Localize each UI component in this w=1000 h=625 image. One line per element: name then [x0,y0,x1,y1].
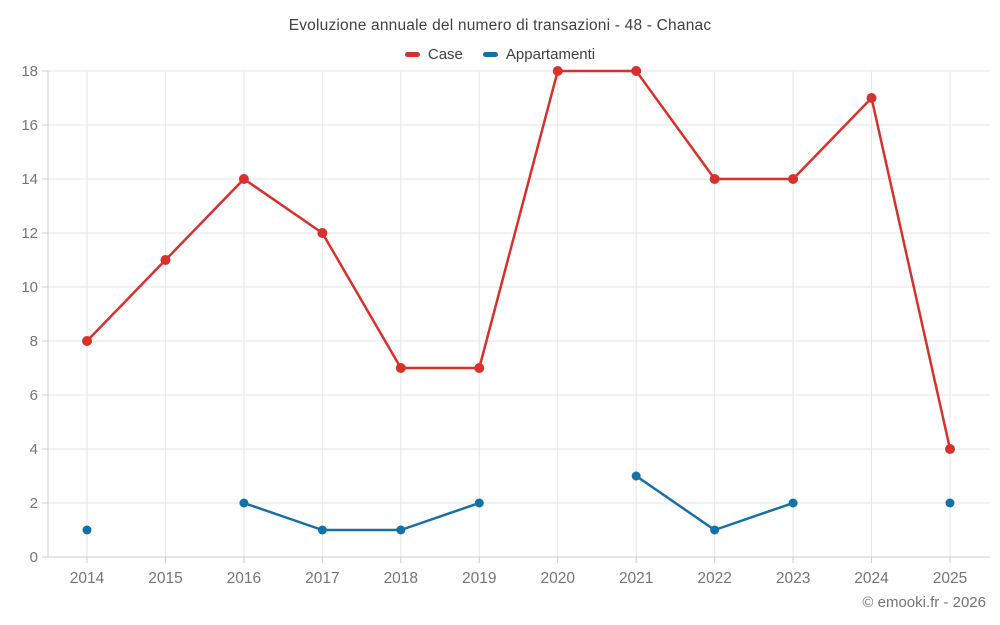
svg-text:2022: 2022 [697,570,731,587]
legend-label-case: Case [427,46,463,63]
data-point-case-2018 [395,363,406,373]
data-point-appartamenti-2022 [710,525,720,535]
x-axis-labels: 2014 2015 2016 2017 2018 2019 2020 2021 2022 2023… [70,570,967,587]
chart-legend: Case Appartamenti [0,46,1000,63]
svg-text:2021: 2021 [619,570,653,587]
y-axis-labels: 0 2 4 6 8 10 12 14 16 18 [21,63,38,566]
data-point-appartamenti-2018 [396,525,406,535]
svg-text:2016: 2016 [227,570,261,587]
series-case-points [82,66,955,454]
data-point-case-2020 [552,66,563,76]
data-point-case-2022 [709,174,720,184]
chart-title: Evoluzione annuale del numero di transaz… [288,17,712,34]
data-point-appartamenti-2014 [82,525,92,535]
svg-text:16: 16 [21,117,38,134]
data-point-appartamenti-2017 [317,525,327,535]
svg-text:2023: 2023 [776,570,810,587]
legend-item-case[interactable]: Case [404,46,463,63]
x-gridlines [86,71,951,557]
svg-text:6: 6 [30,387,38,404]
data-point-case-2024 [866,93,877,103]
copyright-footer: © emooki.fr - 2026 [862,594,986,611]
legend-item-appartamenti[interactable]: Appartamenti [482,46,596,63]
data-point-case-2019 [474,363,485,373]
axes [42,70,990,563]
case-legend-marker-icon [404,52,420,57]
data-point-appartamenti-2019 [474,498,484,508]
series-appartamenti-points [82,471,955,535]
data-point-case-2017 [317,228,328,238]
svg-text:2019: 2019 [462,570,496,587]
data-point-case-2025 [945,444,955,454]
data-point-appartamenti-2016 [239,498,249,508]
svg-text:2017: 2017 [305,570,339,587]
svg-text:2014: 2014 [70,570,105,587]
data-point-appartamenti-2023 [788,498,798,508]
series-case-line [85,69,952,451]
svg-text:12: 12 [21,225,38,242]
data-point-appartamenti-2021 [631,471,641,481]
legend-label-appartamenti: Appartamenti [505,46,596,63]
data-point-case-2014 [82,336,92,346]
svg-text:8: 8 [30,333,38,350]
data-point-case-2021 [631,66,642,76]
data-point-appartamenti-2025 [945,498,955,508]
data-point-case-2015 [160,255,171,265]
data-point-case-2023 [788,174,799,184]
svg-text:2020: 2020 [540,570,575,587]
data-point-case-2016 [238,174,249,184]
svg-text:18: 18 [21,63,38,80]
svg-text:2015: 2015 [148,570,182,587]
svg-text:2024: 2024 [854,570,889,587]
svg-text:2018: 2018 [384,570,418,587]
svg-text:4: 4 [30,441,38,458]
svg-text:2: 2 [30,495,38,512]
svg-text:10: 10 [21,279,38,296]
appartamenti-legend-marker-icon [482,52,498,57]
svg-text:0: 0 [30,549,38,566]
y-gridlines [48,70,990,504]
svg-text:14: 14 [21,171,38,188]
svg-text:2025: 2025 [933,570,967,587]
